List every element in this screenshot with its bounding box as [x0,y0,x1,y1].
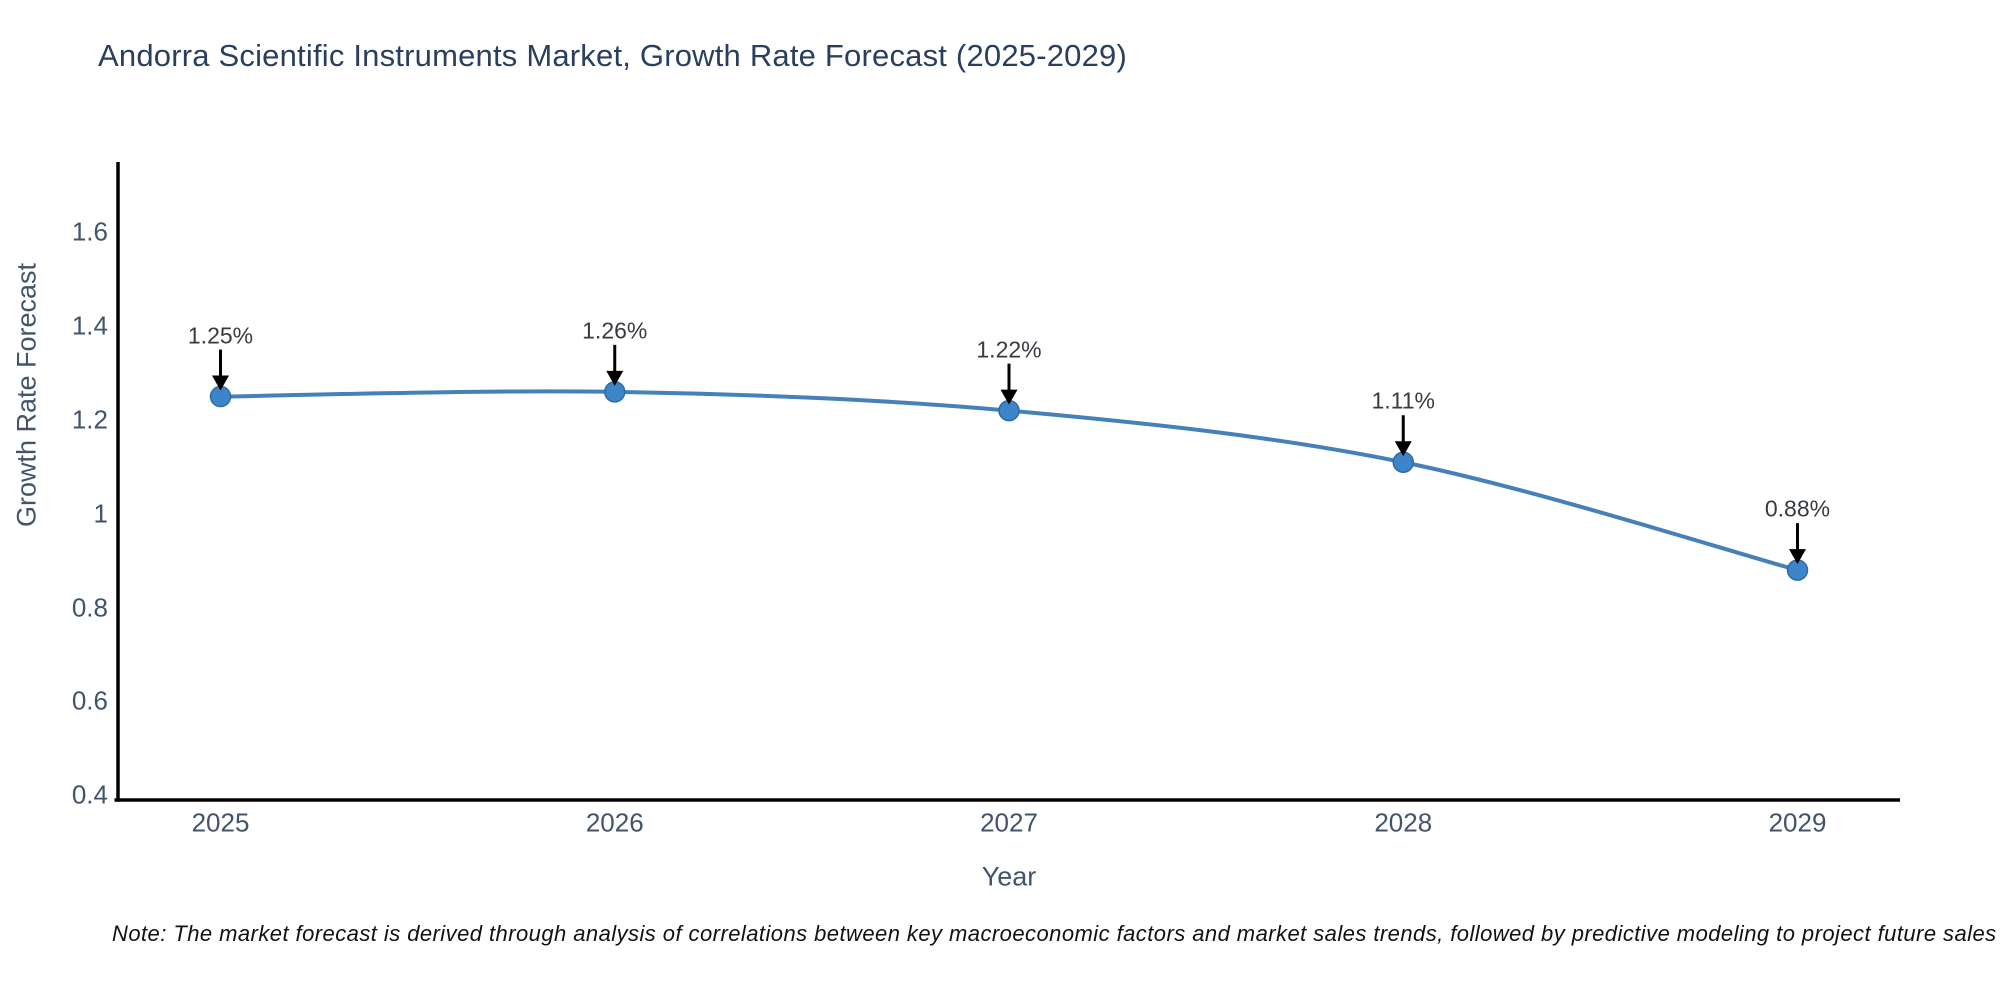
y-tick-label: 0.6 [71,685,108,716]
annotation-arrowhead [1000,389,1018,405]
y-tick-label: 0.8 [71,592,108,623]
data-point-value-label: 1.11% [1371,387,1435,414]
x-tick-label: 2026 [585,807,644,838]
annotation-arrowhead [1788,549,1806,565]
annotation-arrowhead [606,370,624,386]
y-axis-title: Growth Rate Forecast [11,262,42,528]
chart-title: Andorra Scientific Instruments Market, G… [98,38,1128,73]
data-point-value-label: 0.88% [1764,495,1831,522]
x-tick-label: 2028 [1374,807,1433,838]
y-tick-label: 1.6 [71,216,108,247]
x-tick-label: 2029 [1768,807,1827,838]
y-tick-label: 1.2 [71,404,108,435]
footnote: Note: The market forecast is derived thr… [112,921,1997,946]
data-point-value-label: 1.26% [582,317,648,344]
data-point-value-label: 1.22% [976,336,1042,363]
data-point-value-label: 1.25% [187,322,254,349]
x-tick-label: 2025 [191,807,250,838]
x-axis-title: Year [981,861,1037,892]
y-tick-label: 1.4 [71,310,108,341]
y-tick-label: 1 [93,498,108,529]
annotation-arrowhead [212,375,230,391]
annotation-arrowhead [1394,441,1412,457]
y-tick-label: 0.4 [71,779,108,810]
x-tick-label: 2027 [980,807,1038,838]
